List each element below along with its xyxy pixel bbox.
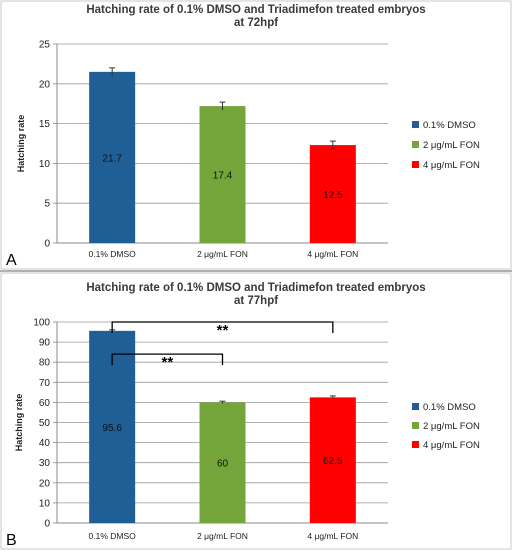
chart-border [0, 0, 512, 270]
x-tick-label: 2 μg/mL FON [197, 249, 248, 259]
legend-label: 2 μg/mL FON [423, 140, 480, 151]
y-tick-label: 90 [39, 338, 51, 349]
x-tick-label: 0.1% DMSO [89, 249, 137, 259]
legend-swatch [412, 403, 419, 410]
significance-label: ** [161, 354, 173, 371]
x-tick-label: 0.1% DMSO [89, 531, 137, 541]
y-tick-label: 0 [44, 239, 50, 250]
chart-title: Hatching rate of 0.1% DMSO and Triadimef… [86, 282, 425, 294]
y-tick-label: 10 [39, 159, 51, 170]
bar-2 [199, 402, 246, 523]
panel-label: A [6, 252, 17, 269]
data-label: 21.7 [102, 153, 122, 164]
x-tick-label: 4 μg/mL FON [307, 531, 358, 541]
y-tick-label: 20 [39, 478, 51, 489]
y-tick-label: 30 [39, 458, 51, 469]
y-tick-label: 20 [39, 79, 51, 90]
chart-subtitle: at 72hpf [234, 17, 278, 29]
legend-swatch [412, 441, 419, 448]
bar-1 [89, 71, 136, 243]
panel-label: B [6, 532, 17, 549]
y-tick-label: 100 [33, 318, 50, 329]
legend-label: 4 μg/mL FON [423, 440, 480, 451]
legend-swatch [412, 141, 419, 148]
y-tick-label: 70 [39, 378, 51, 389]
significance-bracket [111, 353, 224, 366]
y-tick-label: 60 [39, 398, 51, 409]
legend-label: 0.1% DMSO [423, 120, 476, 131]
y-tick-label: 10 [39, 498, 51, 509]
data-label: 12.5 [323, 190, 343, 201]
bar-3 [309, 397, 356, 523]
legend-swatch [412, 121, 419, 128]
legend-label: 0.1% DMSO [423, 402, 476, 413]
y-tick-label: 40 [39, 438, 51, 449]
y-tick-label: 0 [44, 519, 50, 530]
chart-a: Hatching rate of 0.1% DMSO and Triadimef… [0, 0, 512, 270]
data-label: 95.6 [102, 423, 122, 434]
chart-subtitle: at 77hpf [234, 295, 278, 307]
data-label: 62.5 [323, 456, 343, 467]
legend-label: 2 μg/mL FON [423, 421, 480, 432]
y-tick-label: 80 [39, 358, 51, 369]
y-axis-label: Hatching rate [14, 394, 24, 452]
significance-bracket [111, 321, 334, 333]
legend-swatch [412, 161, 419, 168]
chart-b: Hatching rate of 0.1% DMSO and Triadimef… [0, 272, 512, 550]
legend-label: 4 μg/mL FON [423, 160, 480, 171]
legend-swatch [412, 422, 419, 429]
x-tick-label: 4 μg/mL FON [307, 249, 358, 259]
y-tick-label: 5 [44, 199, 50, 210]
y-tick-label: 25 [39, 40, 51, 51]
data-label: 60 [217, 459, 229, 470]
bar-3 [309, 145, 356, 243]
significance-label: ** [217, 322, 229, 339]
data-label: 17.4 [213, 171, 233, 182]
x-tick-label: 2 μg/mL FON [197, 531, 248, 541]
y-axis-label: Hatching rate [16, 115, 26, 173]
y-tick-label: 50 [39, 418, 51, 429]
chart-border [0, 272, 512, 550]
bar-2 [199, 106, 246, 243]
y-tick-label: 15 [39, 119, 51, 130]
chart-title: Hatching rate of 0.1% DMSO and Triadimef… [86, 4, 425, 16]
